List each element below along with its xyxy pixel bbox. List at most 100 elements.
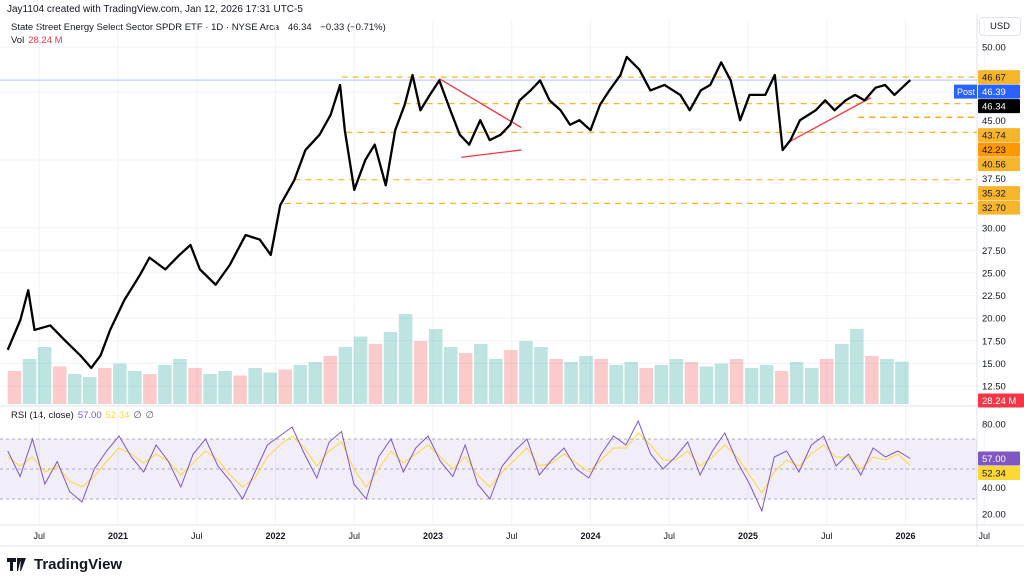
rsi-value-badge-bg xyxy=(978,451,1020,466)
level-badge: 43.74 xyxy=(982,131,1006,142)
price-axis-tick: 50.00 xyxy=(982,43,1006,54)
trendline xyxy=(461,149,522,158)
volume-bar xyxy=(458,353,473,404)
volume-bar xyxy=(67,374,82,404)
volume-bar xyxy=(428,329,443,404)
volume-bar xyxy=(639,368,654,404)
time-axis-tick: 2021 xyxy=(108,531,128,541)
volume-label: Vol xyxy=(11,35,25,46)
level-badge-bg xyxy=(978,186,1020,201)
volume-bar xyxy=(443,347,458,404)
volume-bar xyxy=(143,374,157,404)
rsi-ma-badge-bg xyxy=(978,466,1020,480)
volume-bar xyxy=(534,347,548,404)
volume-bar xyxy=(880,359,894,404)
currency-button[interactable]: USD xyxy=(979,17,1021,36)
rsi-value-badge: 57.00 xyxy=(982,454,1006,465)
volume-bar xyxy=(203,374,217,404)
volume-bar xyxy=(218,371,232,404)
volume-bar xyxy=(564,362,578,404)
time-axis-tick: Jul xyxy=(348,531,360,541)
level-badge: 46.67 xyxy=(982,73,1006,84)
trendline xyxy=(438,78,522,129)
time-axis-tick: Jul xyxy=(821,531,833,541)
level-badge: 42.23 xyxy=(982,145,1006,156)
volume-bar xyxy=(699,366,714,404)
level-badge-bg xyxy=(978,70,1020,85)
last-price-badge: 46.34 xyxy=(982,102,1006,113)
volume-legend[interactable]: Vol 28.24 M xyxy=(11,35,63,46)
volume-bar xyxy=(37,347,52,404)
trendline xyxy=(787,97,872,144)
volume-bar xyxy=(368,344,383,404)
volume-bar xyxy=(22,359,37,404)
tradingview-logo[interactable]: TradingView xyxy=(7,556,122,573)
level-badge-bg xyxy=(978,128,1020,143)
volume-bar xyxy=(188,368,202,404)
price-axis-tick: 20.00 xyxy=(982,314,1006,325)
time-axis-tick: Jul xyxy=(663,531,675,541)
volume-bar xyxy=(804,368,819,404)
price-axis-tick: 27.50 xyxy=(982,246,1006,257)
price-change: −0.33 (−0.71%) xyxy=(320,22,386,33)
volume-bar xyxy=(865,356,879,404)
price-line xyxy=(6,55,912,370)
time-axis-tick: 2022 xyxy=(265,531,285,541)
rsi-axis-tick: 40.00 xyxy=(982,483,1006,494)
level-badge: 32.70 xyxy=(982,203,1006,214)
volume-bar xyxy=(323,356,338,404)
volume-badge: 28.24 M xyxy=(982,396,1016,407)
volume-bar xyxy=(774,371,789,404)
time-axis-tick: 2025 xyxy=(738,531,758,541)
volume-bar xyxy=(850,329,864,404)
post-price-badge: 46.39 xyxy=(982,87,1006,98)
volume-bar xyxy=(248,368,262,404)
chart-credit: Jay1104 created with TradingView.com, Ja… xyxy=(7,4,303,15)
rsi-na-1: ∅ xyxy=(133,410,142,421)
volume-bar xyxy=(353,336,368,404)
last-price: 46.34 xyxy=(287,22,312,33)
tradingview-logo-icon xyxy=(7,558,26,571)
rsi-axis-tick: 20.00 xyxy=(982,510,1006,521)
volume-bar xyxy=(263,372,277,404)
price-axis-tick: 30.00 xyxy=(982,223,1006,234)
price-axis-tick: 15.00 xyxy=(982,359,1006,370)
volume-bar xyxy=(684,362,699,404)
price-axis-tick: 22.50 xyxy=(982,291,1006,302)
symbol-title: State Street Energy Select Sector SPDR E… xyxy=(11,22,280,33)
last-price-badge-bg xyxy=(978,99,1020,114)
volume-bar xyxy=(308,362,323,404)
rsi-na-2: ∅ xyxy=(145,410,154,421)
volume-value: 28.24 M xyxy=(28,35,63,46)
time-axis-tick: Jul xyxy=(191,531,203,541)
time-axis-tick: 2026 xyxy=(895,531,915,541)
volume-bar xyxy=(82,377,97,404)
volume-bar xyxy=(278,369,293,404)
volume-bar xyxy=(7,371,22,404)
volume-bar xyxy=(789,362,804,404)
volume-bar xyxy=(895,361,909,404)
volume-bar xyxy=(609,365,623,404)
price-axis-tick: 45.00 xyxy=(982,116,1006,127)
volume-bar xyxy=(835,344,849,404)
rsi-line xyxy=(7,419,911,513)
post-tag-bg xyxy=(954,84,977,99)
level-badge: 35.32 xyxy=(982,189,1006,200)
time-axis-tick: Jul xyxy=(978,531,990,541)
volume-bar xyxy=(383,332,398,404)
level-badge: 40.56 xyxy=(982,160,1006,171)
time-axis-tick: 2023 xyxy=(423,531,443,541)
volume-bar xyxy=(338,347,353,404)
volume-bar xyxy=(624,362,638,404)
volume-bar xyxy=(594,359,608,404)
level-badge-bg xyxy=(978,142,1020,157)
volume-bar xyxy=(113,363,127,404)
volume-bar xyxy=(173,359,187,404)
rsi-label: RSI (14, close) xyxy=(11,410,74,421)
rsi-value: 57.00 xyxy=(77,410,102,421)
time-axis-tick: Jul xyxy=(506,531,518,541)
rsi-axis-tick: 80.00 xyxy=(982,420,1006,431)
symbol-legend[interactable]: State Street Energy Select Sector SPDR E… xyxy=(11,22,386,33)
level-badge-bg xyxy=(978,200,1020,215)
